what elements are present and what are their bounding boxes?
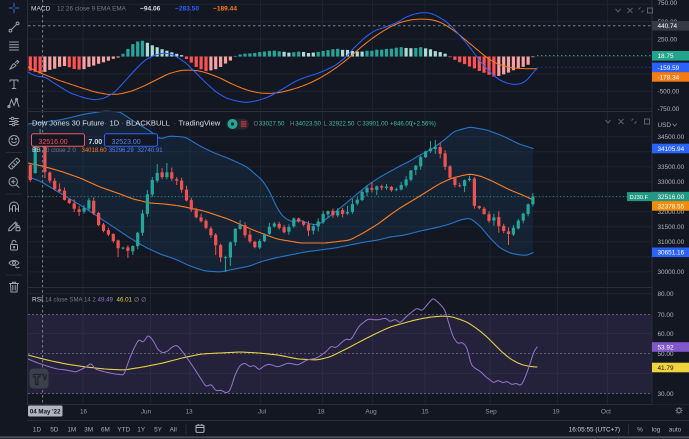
svg-text:50.00: 50.00: [658, 351, 674, 358]
svg-text:Jul: Jul: [258, 408, 266, 415]
svg-text:33027.50: 33027.50: [259, 121, 285, 128]
svg-text:60.00: 60.00: [658, 331, 674, 338]
svg-text:−283.50: −283.50: [175, 5, 199, 12]
svg-text:15: 15: [421, 408, 429, 415]
svg-text:18: 18: [317, 408, 325, 415]
svg-text:H: H: [290, 121, 294, 128]
svg-text:6M: 6M: [101, 426, 110, 433]
svg-text:BLACKBULL: BLACKBULL: [126, 119, 170, 128]
svg-text:13: 13: [185, 408, 193, 415]
svg-text:35296.29: 35296.29: [109, 148, 135, 154]
svg-text:32516.00: 32516.00: [658, 194, 685, 201]
svg-text:Sep: Sep: [485, 408, 497, 415]
svg-text:41.79: 41.79: [658, 365, 674, 372]
svg-text:32000.00: 32000.00: [658, 209, 685, 216]
svg-text:-159.59: -159.59: [658, 65, 680, 72]
svg-text:33000.00: 33000.00: [658, 179, 685, 186]
svg-text:34018.60: 34018.60: [82, 148, 108, 154]
svg-text:C: C: [357, 121, 362, 128]
svg-text:·: ·: [121, 119, 124, 128]
svg-text:Jun: Jun: [141, 408, 152, 415]
svg-text:1M: 1M: [67, 426, 76, 433]
svg-text:TradingView: TradingView: [179, 119, 221, 128]
svg-text:−189.44: −189.44: [213, 5, 237, 12]
svg-text:53.92: 53.92: [658, 344, 674, 351]
svg-text:·: ·: [174, 119, 177, 128]
svg-text:∅ ∅: ∅ ∅: [134, 296, 147, 303]
svg-text:31000.00: 31000.00: [658, 239, 685, 246]
svg-text:32922.50: 32922.50: [329, 121, 355, 128]
svg-text:%: %: [637, 426, 643, 433]
svg-text:1Y: 1Y: [137, 426, 146, 433]
svg-text:250.00: 250.00: [658, 36, 678, 43]
svg-text:BB: BB: [32, 147, 41, 154]
svg-text:32516.00: 32516.00: [39, 139, 68, 146]
svg-text:80.00: 80.00: [658, 291, 674, 298]
svg-text:46.01: 46.01: [117, 296, 133, 303]
svg-text:YTD: YTD: [117, 426, 130, 433]
svg-text:-750.00: -750.00: [658, 106, 680, 113]
svg-text:32378.55: 32378.55: [658, 203, 685, 210]
svg-text:33901.00: 33901.00: [362, 121, 388, 128]
svg-text:5D: 5D: [50, 426, 59, 433]
svg-text:1D: 1D: [110, 119, 120, 128]
svg-text:30000.00: 30000.00: [658, 269, 685, 276]
svg-text:32740.91: 32740.91: [138, 148, 164, 154]
svg-text:16: 16: [80, 408, 88, 415]
svg-text:MACD: MACD: [31, 5, 51, 12]
svg-text:30.00: 30.00: [658, 391, 674, 398]
svg-text:14 close SMA 14 2: 14 close SMA 14 2: [45, 296, 96, 303]
svg-text:18.75: 18.75: [658, 53, 674, 60]
svg-text:(+2.56%): (+2.56%): [411, 121, 436, 128]
svg-text:+846.00: +846.00: [390, 121, 413, 128]
svg-text:34023.50: 34023.50: [295, 121, 321, 128]
svg-text:5Y: 5Y: [154, 426, 163, 433]
svg-text:32523.00: 32523.00: [112, 139, 141, 146]
svg-text:750.00: 750.00: [658, 0, 678, 7]
svg-text:04 May '22: 04 May '22: [30, 408, 61, 415]
svg-text:7.00: 7.00: [89, 139, 103, 146]
svg-text:DJ30.F: DJ30.F: [630, 195, 649, 201]
svg-text:16:05:55 (UTC+7): 16:05:55 (UTC+7): [569, 426, 620, 433]
svg-text:440.74: 440.74: [658, 23, 678, 30]
svg-text:All: All: [170, 426, 177, 433]
svg-text:log: log: [652, 426, 661, 433]
svg-text:34105.94: 34105.94: [658, 146, 685, 153]
svg-text:-178.34: -178.34: [658, 74, 680, 81]
svg-text:RSI: RSI: [32, 296, 43, 303]
svg-text:Dow Jones 30 Future: Dow Jones 30 Future: [32, 119, 104, 128]
svg-text:34500.00: 34500.00: [658, 134, 685, 141]
svg-text:USD: USD: [658, 122, 672, 129]
svg-text:70.00: 70.00: [658, 312, 674, 319]
svg-text:Aug: Aug: [365, 408, 377, 415]
svg-text:20 close 2 0: 20 close 2 0: [43, 147, 77, 154]
svg-text:O: O: [254, 121, 259, 128]
svg-text:L: L: [324, 121, 328, 128]
svg-text:-500.00: -500.00: [658, 89, 680, 96]
svg-text:·: ·: [105, 119, 108, 128]
svg-text:49.49: 49.49: [98, 296, 114, 303]
svg-text:33500.00: 33500.00: [658, 164, 685, 171]
svg-text:Oct: Oct: [601, 408, 611, 415]
svg-text:1D: 1D: [33, 426, 42, 433]
svg-text:12 26 close 9 EMA EMA: 12 26 close 9 EMA EMA: [57, 5, 127, 12]
svg-text:31500.00: 31500.00: [658, 224, 685, 231]
svg-text:auto: auto: [669, 426, 682, 433]
svg-text:−94.06: −94.06: [140, 5, 161, 12]
svg-text:3M: 3M: [84, 426, 93, 433]
svg-text:19: 19: [552, 408, 560, 415]
svg-text:30651.16: 30651.16: [658, 250, 685, 257]
